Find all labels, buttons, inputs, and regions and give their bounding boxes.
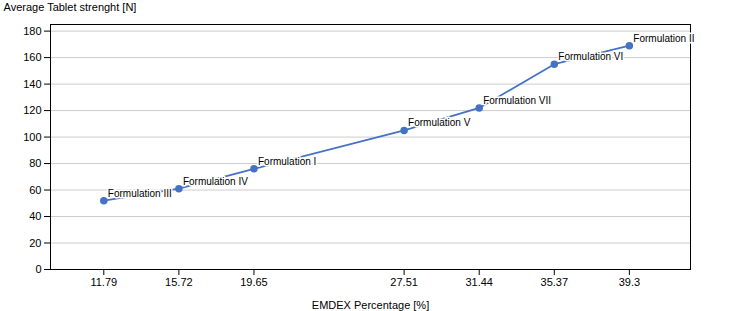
- svg-text:20: 20: [29, 237, 41, 249]
- svg-text:Average Tablet strenght [N]: Average Tablet strenght [N]: [4, 1, 137, 13]
- svg-text:140: 140: [23, 78, 41, 90]
- svg-text:100: 100: [23, 131, 41, 143]
- svg-text:31.44: 31.44: [465, 276, 493, 288]
- svg-text:Formulation VI: Formulation VI: [558, 51, 623, 62]
- svg-text:Formulation IV: Formulation IV: [183, 176, 248, 187]
- svg-text:60: 60: [29, 184, 41, 196]
- svg-text:120: 120: [23, 104, 41, 116]
- svg-text:0: 0: [35, 263, 41, 275]
- svg-text:Formulation III: Formulation III: [108, 188, 172, 199]
- svg-text:15.72: 15.72: [165, 276, 193, 288]
- svg-text:EMDEX Percentage [%]: EMDEX Percentage [%]: [312, 299, 429, 311]
- svg-text:Formulation V: Formulation V: [408, 117, 471, 128]
- svg-text:40: 40: [29, 210, 41, 222]
- svg-text:160: 160: [23, 51, 41, 63]
- svg-text:Formulation VII: Formulation VII: [483, 95, 551, 106]
- svg-text:39.3: 39.3: [619, 276, 640, 288]
- svg-text:Formulation II: Formulation II: [633, 33, 694, 44]
- svg-text:80: 80: [29, 157, 41, 169]
- svg-text:Formulation I: Formulation I: [258, 156, 316, 167]
- svg-text:19.65: 19.65: [240, 276, 268, 288]
- svg-text:27.51: 27.51: [390, 276, 418, 288]
- svg-text:35.37: 35.37: [541, 276, 569, 288]
- svg-text:11.79: 11.79: [90, 276, 117, 288]
- svg-text:180: 180: [23, 25, 41, 37]
